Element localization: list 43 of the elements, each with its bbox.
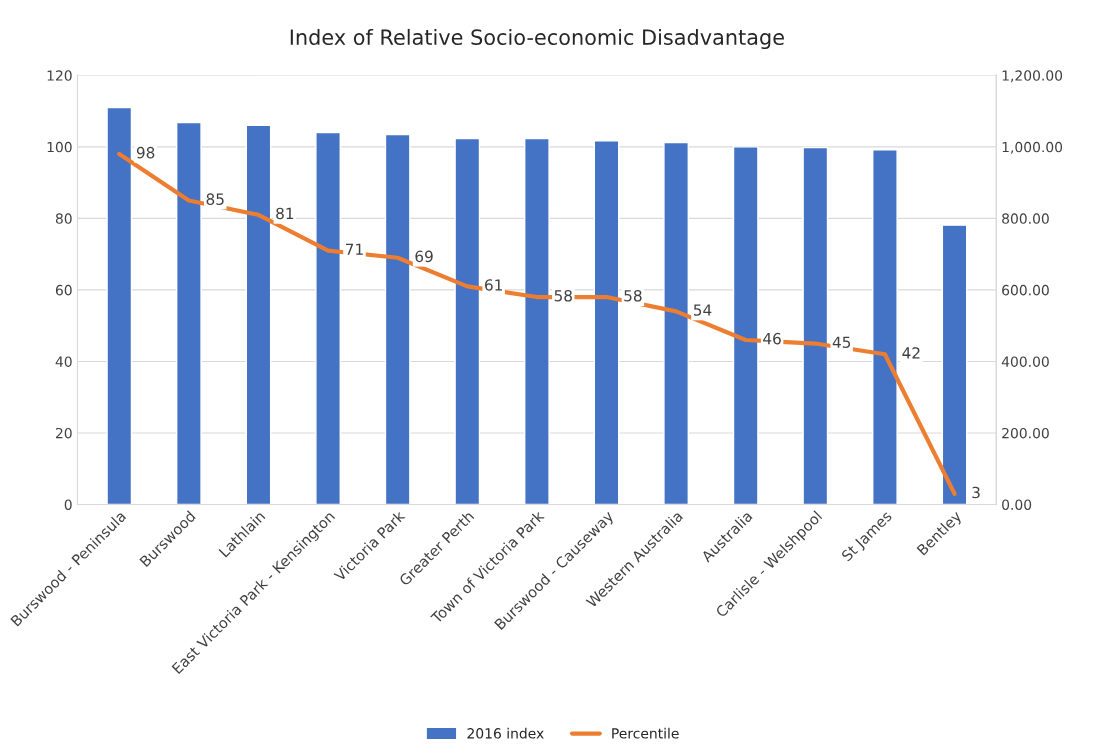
data-label: 3 xyxy=(972,486,980,499)
data-label: 69 xyxy=(415,250,433,263)
data-label: 58 xyxy=(624,289,642,302)
data-label: 42 xyxy=(902,347,920,359)
data-label: 71 xyxy=(345,243,363,255)
bar xyxy=(941,224,968,505)
data-label: 61 xyxy=(485,279,502,291)
bar xyxy=(732,146,759,505)
legend-label: 2016 index xyxy=(467,727,544,739)
data-label: 98 xyxy=(136,146,155,159)
data-label: 54 xyxy=(693,304,712,316)
y-tick-label: 0 xyxy=(64,499,72,510)
data-label: 46 xyxy=(763,332,781,345)
data-label: 85 xyxy=(206,193,224,205)
bar xyxy=(524,137,550,505)
bar xyxy=(663,141,689,505)
y2-tick-label: 1,000.00 xyxy=(1002,141,1063,154)
bar xyxy=(593,140,620,505)
y-tick-label: 40 xyxy=(55,356,72,367)
y-tick-label: 20 xyxy=(55,427,72,439)
y-tick-label: 80 xyxy=(55,213,72,224)
y2-tick-label: 400.00 xyxy=(1001,356,1049,367)
y2-tick-label: 800.00 xyxy=(1002,213,1049,224)
data-label: 58 xyxy=(554,289,572,302)
y2-tick-label: 200.00 xyxy=(1002,427,1049,439)
bar xyxy=(106,106,133,505)
bar xyxy=(315,131,341,505)
bar xyxy=(384,133,411,505)
bar xyxy=(245,124,272,505)
bar xyxy=(802,146,829,505)
y-tick-label: 60 xyxy=(55,284,72,296)
legend-label: Percentile xyxy=(612,727,679,739)
y-tick-label: 100 xyxy=(47,141,72,153)
bar xyxy=(872,149,898,505)
data-label: 81 xyxy=(276,207,294,220)
y-tick-label: 120 xyxy=(47,70,72,81)
y2-tick-label: 1,200.00 xyxy=(1002,70,1063,83)
bar xyxy=(175,121,202,505)
y2-tick-label: 0.00 xyxy=(1002,499,1032,510)
data-label: 45 xyxy=(832,336,851,348)
bar xyxy=(454,137,481,505)
y2-tick-label: 600.00 xyxy=(1002,284,1049,296)
chart-title: Index of Relative Socio-economic Disadvantage xyxy=(290,28,784,50)
